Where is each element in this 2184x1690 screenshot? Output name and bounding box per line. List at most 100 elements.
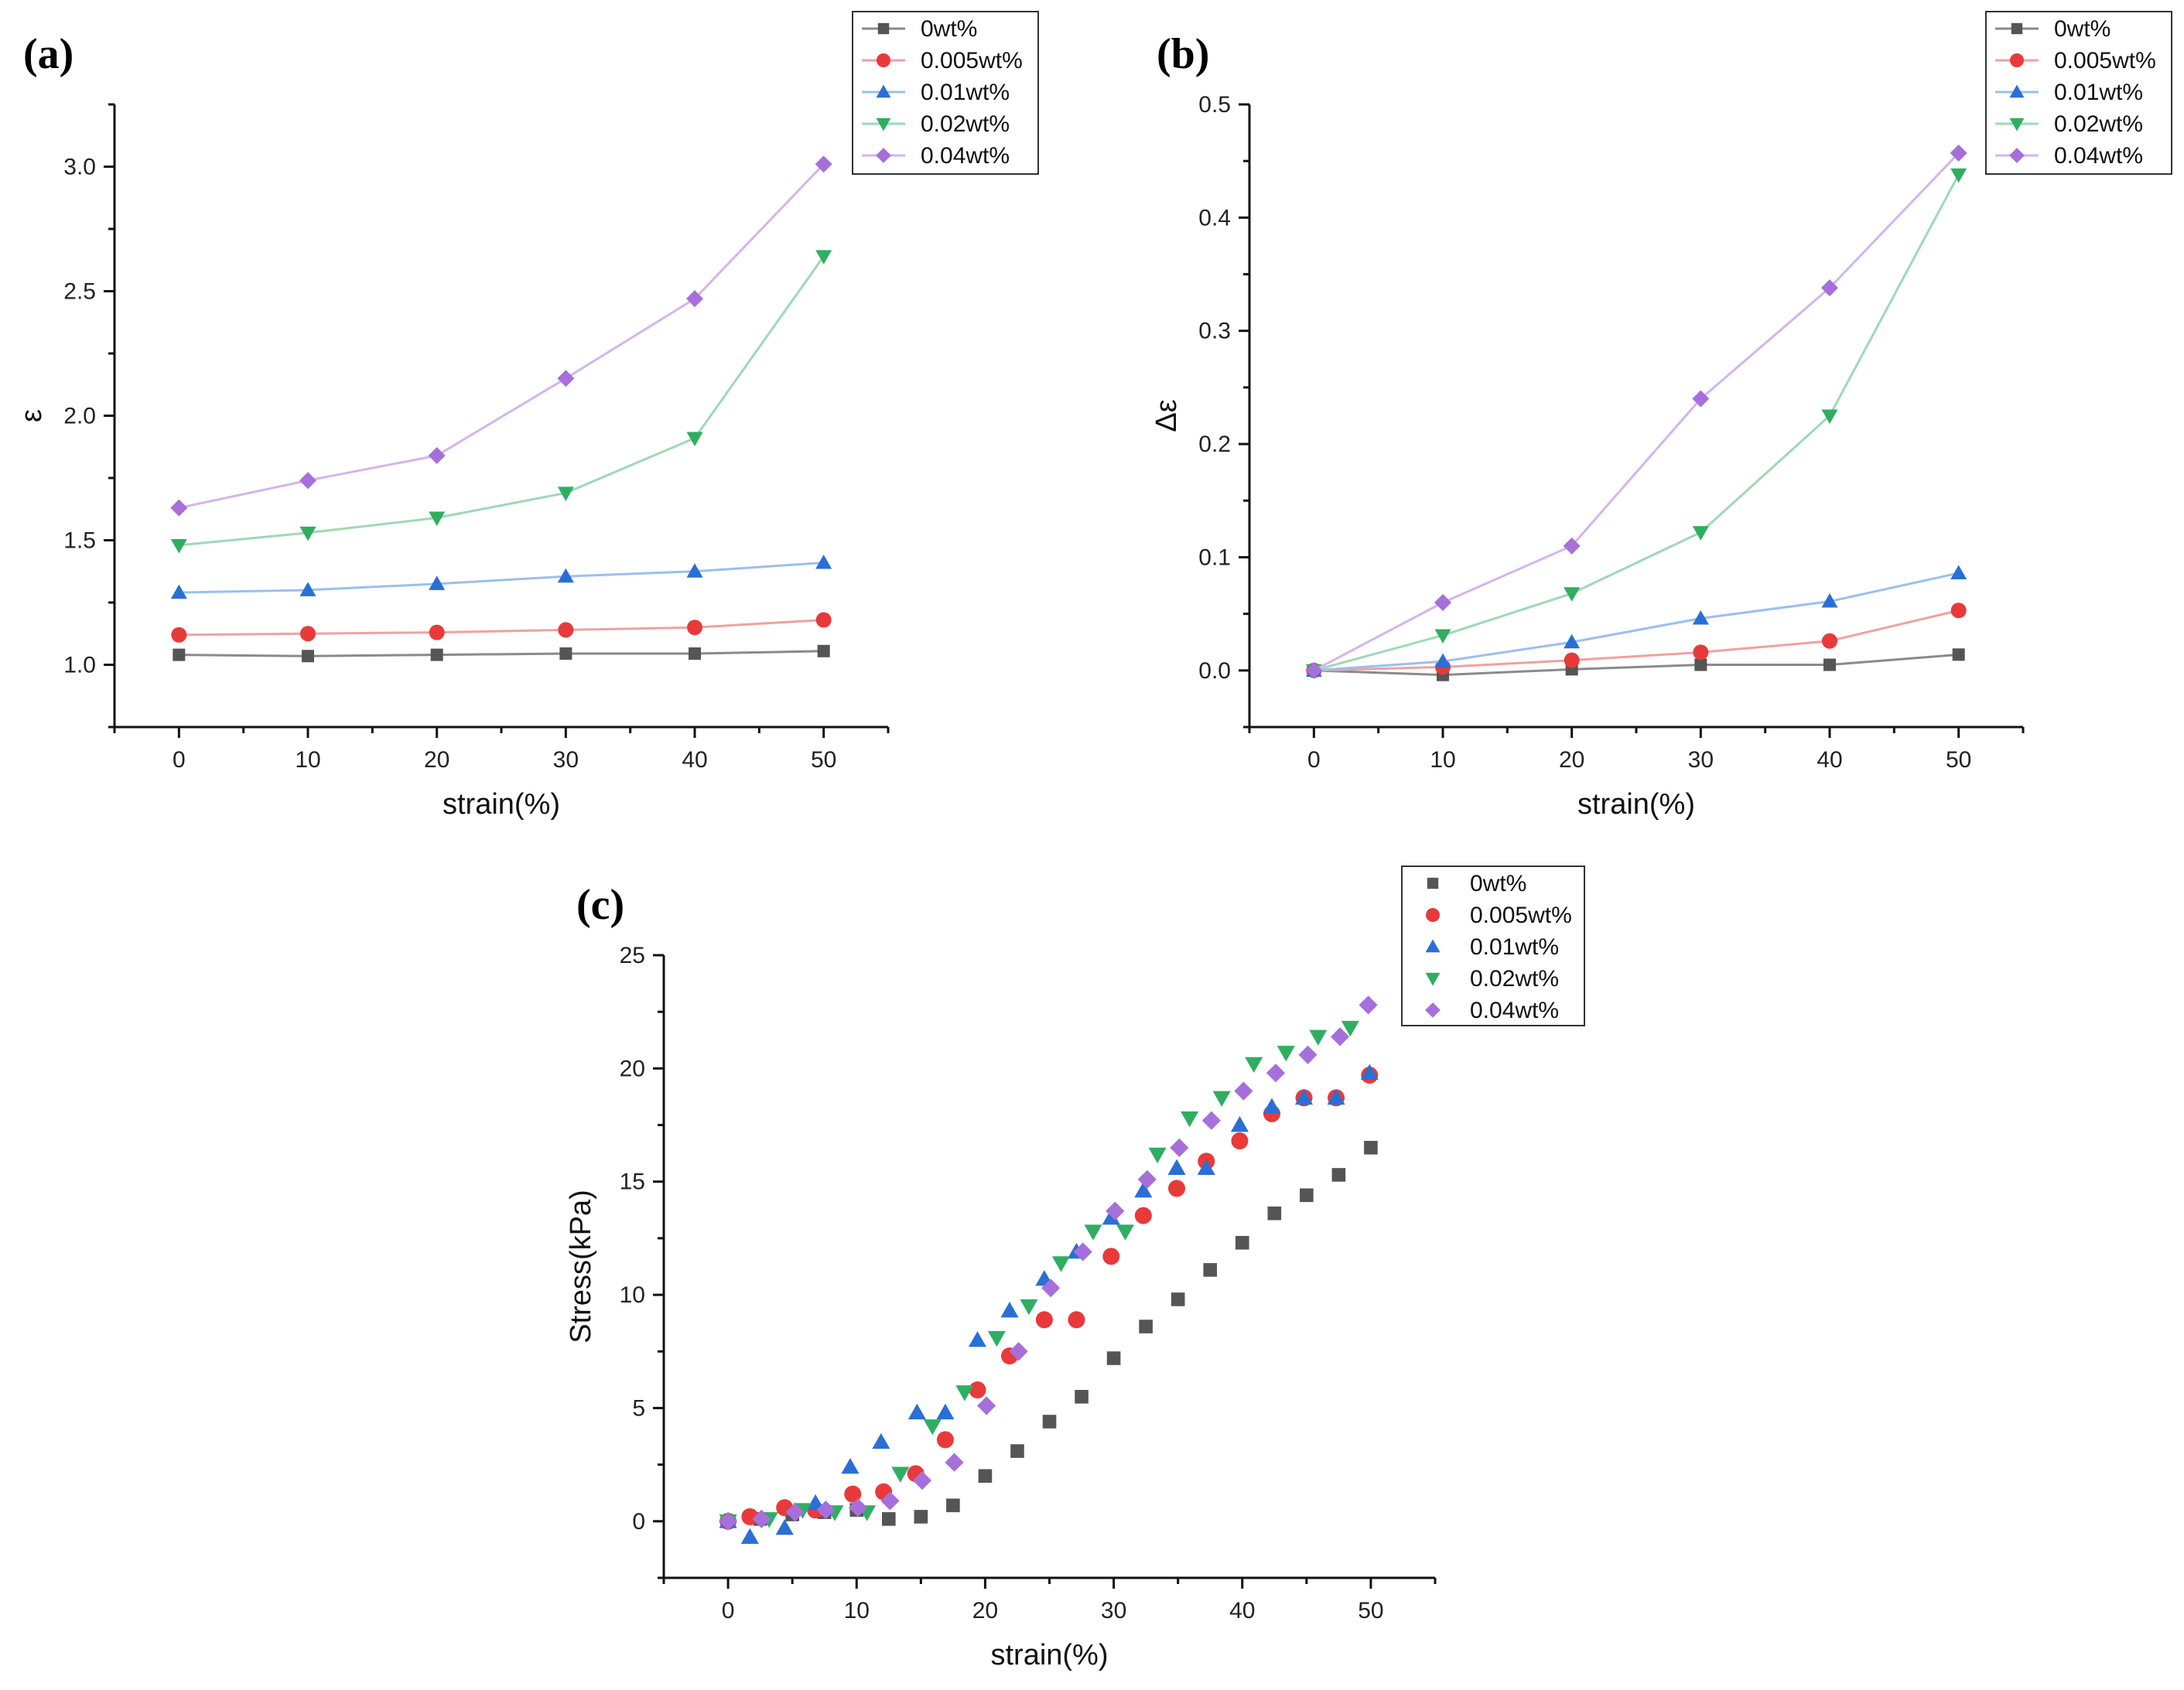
legend-marker — [2009, 84, 2025, 98]
series-s2 — [170, 554, 832, 599]
legend-label: 0.005wt% — [921, 48, 1023, 73]
legend-marker — [1425, 972, 1441, 986]
series-s3 — [719, 1020, 1359, 1531]
chart-panel-a: (a) 0 10 20 30 40 50 1.0 1.5 2.0 2.5 3.0 strain(%) ε 0… — [15, 11, 1039, 821]
data-point — [1203, 1263, 1218, 1277]
data-point — [1231, 1132, 1249, 1150]
series-line — [179, 561, 824, 594]
data-point — [299, 582, 316, 596]
data-point — [1167, 1159, 1186, 1175]
data-point — [1300, 1188, 1314, 1203]
y-tick-label: 1.5 — [63, 528, 96, 554]
data-point — [171, 626, 187, 643]
data-point — [1564, 633, 1581, 649]
data-point — [891, 1466, 910, 1483]
data-point — [1950, 144, 1967, 162]
data-point — [1171, 1292, 1185, 1306]
legend-marker — [2011, 22, 2023, 35]
data-point — [1693, 644, 1709, 661]
data-point — [914, 1510, 928, 1524]
x-axis-title: strain(%) — [443, 788, 560, 821]
data-point — [1294, 1088, 1314, 1105]
data-point — [1084, 1224, 1102, 1241]
series-s4 — [170, 155, 832, 517]
data-point — [1134, 1181, 1153, 1198]
data-point — [557, 568, 574, 583]
legend: 0wt% 0.005wt% 0.01wt% 0.02wt% 0.04wt% — [1401, 865, 1585, 1026]
x-tick-label: 20 — [1559, 747, 1584, 773]
legend-label: 0.01wt% — [1470, 934, 1559, 960]
data-point — [1341, 1020, 1359, 1037]
data-point — [1821, 279, 1838, 297]
series-line — [1314, 572, 1959, 672]
series-s0 — [173, 644, 830, 663]
data-point — [429, 575, 446, 590]
data-point — [1331, 1168, 1346, 1182]
data-point — [173, 648, 186, 661]
data-point — [687, 620, 702, 636]
data-point — [686, 290, 703, 308]
data-point — [1073, 1242, 1092, 1262]
series-line — [1313, 174, 1960, 672]
y-tick-label: 3.0 — [63, 155, 96, 180]
legend-item-s2: 0.01wt% — [1425, 934, 1559, 960]
data-point — [1277, 1046, 1295, 1062]
series-s2 — [719, 1064, 1379, 1545]
data-point — [881, 1512, 896, 1526]
data-point — [1434, 653, 1451, 668]
data-point — [1234, 1081, 1253, 1101]
data-point — [923, 1419, 942, 1436]
y-tick-label: 10 — [620, 1282, 645, 1308]
data-point — [1266, 1064, 1286, 1083]
y-tick-label: 0.4 — [1198, 205, 1231, 230]
data-point — [428, 447, 446, 465]
data-point — [1564, 652, 1580, 668]
x-axis-title: strain(%) — [1577, 788, 1695, 821]
series-s0 — [721, 1141, 1378, 1528]
data-point — [1134, 1207, 1152, 1224]
x-tick-label: 50 — [1946, 747, 1971, 773]
panel-label: (c) — [576, 881, 624, 929]
data-point — [689, 647, 701, 661]
data-point — [1106, 1351, 1121, 1365]
data-point — [170, 499, 188, 517]
x-tick-label: 0 — [1307, 747, 1321, 773]
data-point — [302, 650, 314, 663]
legend-item-s3: 0.02wt% — [1425, 966, 1559, 992]
data-point — [978, 1469, 993, 1483]
data-point — [740, 1528, 759, 1545]
data-point — [848, 1498, 868, 1518]
y-tick-label: 20 — [620, 1056, 645, 1081]
x-tick-label: 0 — [173, 747, 186, 773]
data-point — [1116, 1224, 1135, 1241]
data-point — [1106, 1201, 1125, 1221]
legend-item-s1: 0.005wt% — [1426, 903, 1572, 928]
y-tick-label: 5 — [632, 1395, 645, 1421]
data-point — [1952, 648, 1965, 661]
series-line — [1314, 609, 1960, 672]
data-point — [1170, 1138, 1189, 1157]
data-point — [1197, 1159, 1215, 1175]
x-tick-label: 0 — [722, 1598, 735, 1623]
data-point — [1137, 1169, 1157, 1189]
data-point — [806, 1494, 825, 1511]
data-point — [752, 1509, 771, 1528]
legend-label: 0.02wt% — [2054, 111, 2143, 137]
legend-marker — [877, 53, 890, 67]
legend-marker — [877, 22, 890, 35]
legend-marker — [1425, 1002, 1441, 1018]
legend-item-s1: 0.005wt% — [862, 48, 1023, 73]
data-point — [1181, 1111, 1199, 1128]
data-point — [880, 1491, 900, 1511]
legend-marker — [1426, 908, 1440, 922]
data-point — [1360, 1064, 1379, 1081]
data-point — [1201, 1111, 1221, 1130]
data-point — [558, 622, 574, 638]
data-point — [1230, 1115, 1249, 1132]
data-point — [1020, 1299, 1038, 1316]
data-point — [912, 1471, 932, 1490]
data-point — [775, 1519, 794, 1535]
x-tick-label: 40 — [682, 747, 707, 773]
data-point — [815, 554, 832, 569]
data-point — [907, 1403, 926, 1420]
